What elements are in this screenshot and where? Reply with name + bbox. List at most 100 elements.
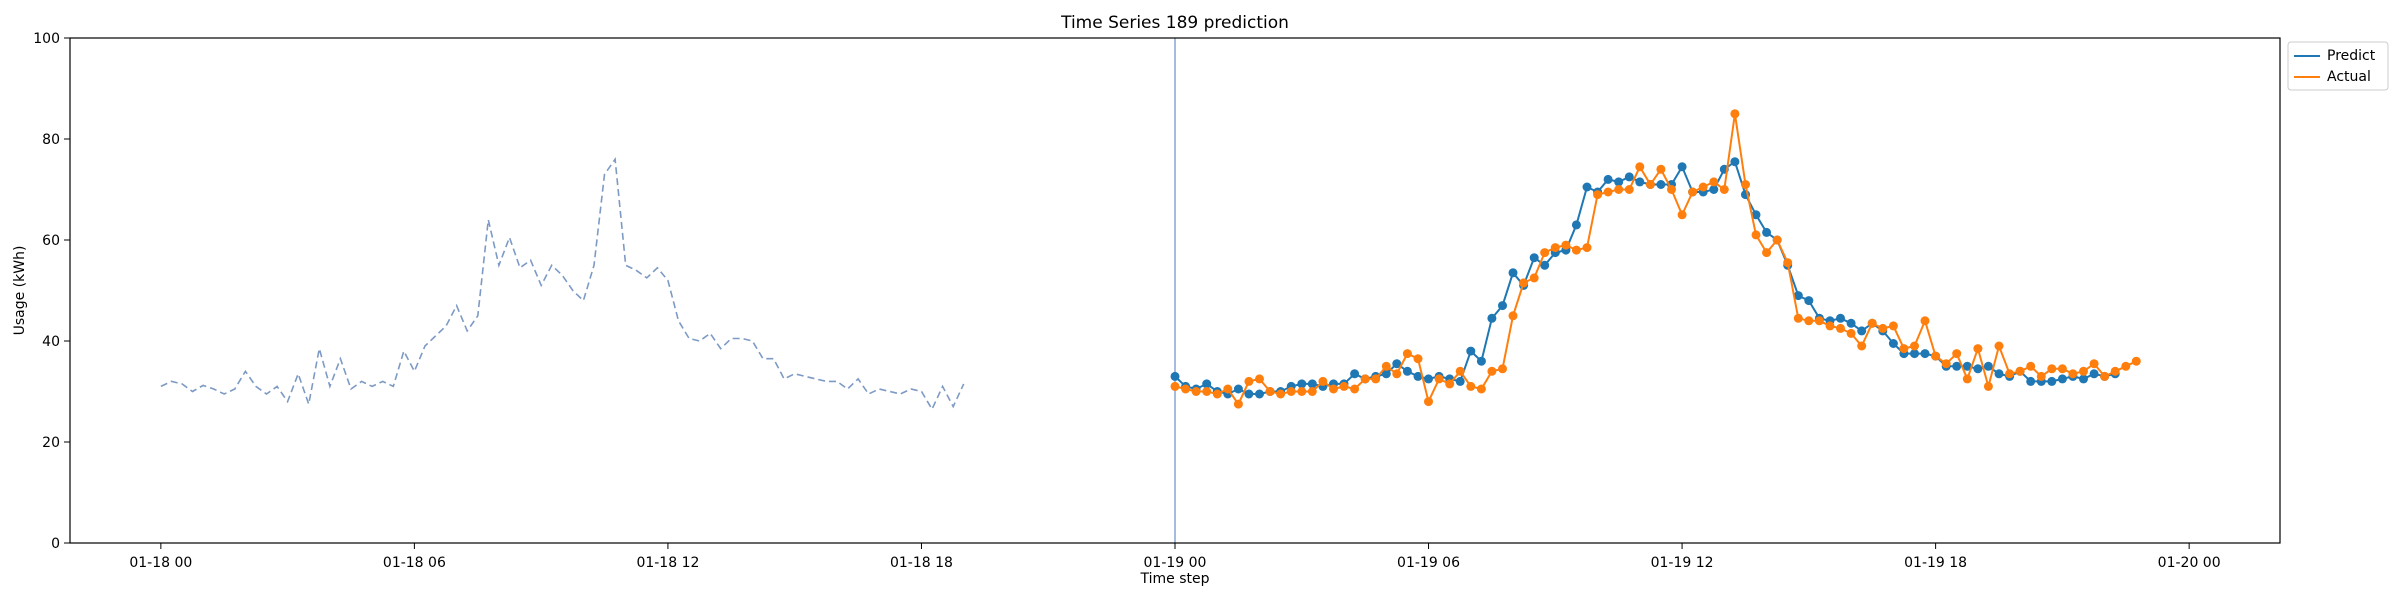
data-point-predict — [1994, 369, 2004, 379]
data-point-actual — [1878, 323, 1888, 333]
data-point-actual — [1413, 354, 1423, 364]
data-point-actual — [2068, 369, 2078, 379]
data-point-actual — [1614, 185, 1624, 194]
data-point-actual — [1561, 240, 1571, 250]
data-point-predict — [1677, 162, 1687, 172]
data-point-predict — [1392, 359, 1402, 369]
data-point-predict — [1804, 296, 1814, 306]
data-point-actual — [1635, 162, 1645, 172]
data-point-actual — [1255, 374, 1264, 384]
data-point-predict — [1762, 227, 1772, 237]
data-point-predict — [1424, 374, 1433, 384]
x-tick-label: 01-18 18 — [890, 555, 953, 571]
legend: Predict Actual — [2287, 41, 2389, 91]
x-tick-label: 01-19 00 — [1144, 555, 1207, 571]
data-point-predict — [1793, 291, 1803, 301]
data-point-actual — [2047, 364, 2057, 374]
data-point-actual — [1466, 381, 1476, 391]
data-point-predict — [1466, 346, 1476, 356]
data-point-predict — [1476, 356, 1486, 366]
data-point-predict — [1202, 379, 1212, 389]
data-point-actual — [1730, 109, 1740, 119]
data-point-actual — [1667, 185, 1676, 194]
data-point-actual — [1783, 258, 1793, 268]
data-point-actual — [1994, 341, 2004, 351]
data-point-actual — [1793, 313, 1803, 323]
data-point-predict — [1614, 177, 1624, 187]
data-point-actual — [1645, 180, 1655, 189]
series-line-actual — [1174, 113, 2137, 407]
data-point-actual — [1445, 379, 1455, 389]
data-point-actual — [1297, 387, 1307, 396]
data-point-actual — [1212, 389, 1222, 399]
data-point-predict — [1846, 318, 1856, 328]
data-point-actual — [1952, 349, 1962, 359]
data-point-actual — [1276, 389, 1286, 399]
chart-title: Time Series 189 prediction — [1060, 13, 1289, 33]
data-point-actual — [1307, 387, 1317, 396]
data-point-actual — [1339, 381, 1349, 391]
data-point-actual — [1741, 180, 1750, 189]
data-point-actual — [1709, 177, 1719, 187]
data-point-actual — [1582, 243, 1592, 253]
data-point-predict — [1888, 339, 1898, 348]
data-point-actual — [1476, 384, 1486, 394]
data-point-actual — [2057, 364, 2067, 374]
data-point-actual — [1624, 185, 1634, 194]
data-point-actual — [1265, 387, 1275, 396]
data-point-actual — [1867, 318, 1877, 328]
data-point-predict — [1571, 220, 1581, 230]
data-point-actual — [1677, 210, 1687, 220]
data-point-predict — [2089, 369, 2099, 379]
data-point-actual — [1888, 321, 1898, 331]
data-point-actual — [1223, 384, 1233, 394]
data-point-actual — [1434, 374, 1444, 384]
data-point-predict — [1730, 157, 1740, 167]
data-point-actual — [1498, 364, 1507, 374]
x-tick-label: 01-18 00 — [129, 555, 192, 571]
data-point-actual — [1751, 230, 1761, 240]
data-point-actual — [1329, 384, 1338, 394]
data-point-actual — [1244, 376, 1254, 386]
data-point-predict — [1751, 210, 1761, 220]
data-point-actual — [1550, 243, 1560, 253]
data-point-actual — [1814, 316, 1824, 326]
data-point-actual — [2005, 369, 2015, 379]
data-point-actual — [2026, 361, 2036, 371]
x-tick-label: 01-18 06 — [383, 555, 446, 571]
data-point-actual — [2089, 359, 2099, 369]
x-tick-label: 01-19 18 — [1904, 555, 1967, 571]
data-point-actual — [1487, 366, 1497, 376]
data-point-actual — [1719, 185, 1729, 194]
data-point-actual — [1983, 381, 1993, 391]
data-point-actual — [1392, 369, 1402, 379]
data-point-actual — [1381, 361, 1391, 371]
data-point-actual — [1350, 384, 1360, 394]
data-point-predict — [1402, 366, 1412, 376]
data-point-predict — [1487, 313, 1497, 323]
data-point-actual — [1170, 381, 1180, 391]
data-point-predict — [1973, 364, 1983, 374]
data-point-actual — [1191, 387, 1201, 396]
data-point-predict — [1540, 260, 1550, 270]
data-point-actual — [2121, 361, 2131, 371]
data-point-actual — [1593, 190, 1603, 200]
data-point-predict — [1455, 376, 1465, 386]
y-tick-label: 20 — [42, 435, 60, 451]
y-tick-label: 60 — [42, 233, 60, 249]
plot-area-frame — [69, 37, 2281, 544]
data-point-actual — [1698, 182, 1708, 192]
data-point-actual — [2100, 371, 2110, 381]
data-point-actual — [1899, 344, 1909, 354]
data-point-predict — [2047, 376, 2057, 386]
data-point-predict — [1836, 313, 1845, 323]
data-point-predict — [1307, 379, 1317, 389]
data-point-predict — [1233, 384, 1243, 394]
data-point-predict — [1170, 371, 1180, 381]
x-tick-label: 01-19 06 — [1397, 555, 1460, 571]
data-point-predict — [1656, 180, 1666, 189]
data-point-actual — [1825, 321, 1835, 331]
data-point-actual — [1962, 374, 1972, 384]
data-point-actual — [1318, 376, 1328, 386]
